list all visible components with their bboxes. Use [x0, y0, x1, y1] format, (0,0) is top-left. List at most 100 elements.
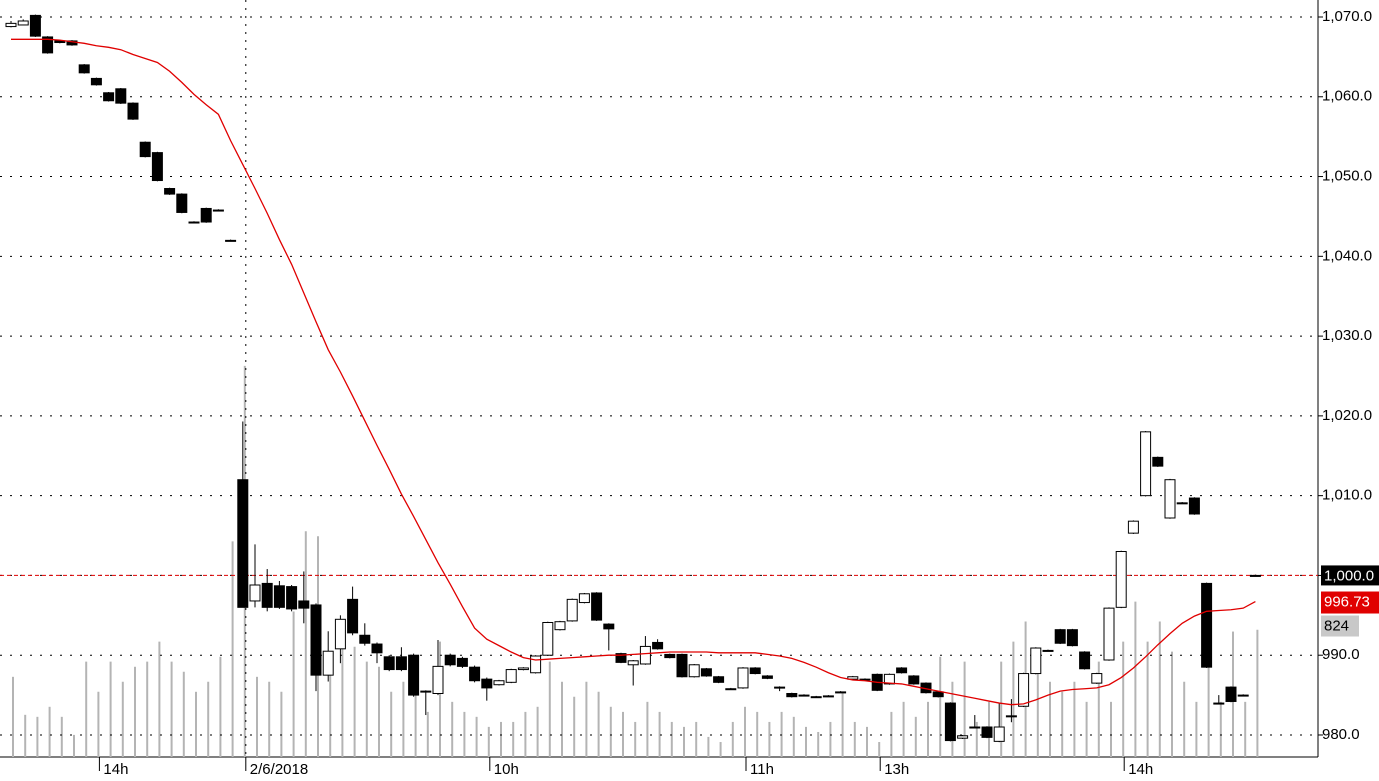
candle-body	[944, 702, 956, 742]
y-tick-label: 1,010.0	[1322, 487, 1372, 504]
candle-body	[993, 726, 1005, 742]
candle-body	[798, 694, 810, 697]
candle-body	[603, 623, 615, 630]
candle-body	[432, 665, 444, 694]
candle-body	[469, 666, 481, 682]
candle-body	[1054, 629, 1066, 644]
candle-body	[896, 667, 908, 674]
last-price-label: 1,000.0	[1324, 567, 1374, 584]
candle-body	[1164, 479, 1176, 519]
ma-value-box	[1321, 591, 1379, 614]
candle-body	[1140, 431, 1152, 497]
candle-body	[969, 726, 981, 729]
candle-body	[1066, 629, 1078, 647]
candle-body	[542, 621, 554, 656]
candle-body	[212, 209, 224, 212]
candle-body	[615, 653, 627, 663]
candle-body	[530, 655, 542, 674]
last-price-box	[1321, 565, 1379, 586]
candle-body	[127, 102, 139, 120]
candle-body	[725, 688, 737, 691]
candle-body	[456, 657, 468, 667]
candle-body	[78, 64, 90, 74]
candle-body	[517, 667, 529, 671]
candle-body	[225, 239, 237, 242]
candle-body	[1152, 456, 1164, 467]
candle-body	[408, 654, 420, 696]
candle-body	[420, 690, 432, 693]
candle-body	[54, 40, 66, 44]
y-tick-label: 1,020.0	[1322, 407, 1372, 424]
ma-value-label: 996.73	[1324, 593, 1370, 610]
candle-body	[164, 188, 176, 195]
candle-body	[383, 656, 395, 671]
candle-body	[847, 676, 859, 680]
candle-body	[810, 696, 822, 699]
candle-body	[249, 584, 261, 602]
candle-body	[957, 735, 969, 739]
candle-body	[139, 141, 151, 158]
candle-body	[554, 621, 566, 631]
x-tick-label: 14h	[103, 761, 128, 778]
candle-body	[90, 77, 102, 86]
candle-body	[883, 673, 895, 685]
candle-body	[115, 88, 127, 104]
candle-body	[42, 36, 54, 54]
candle-body	[371, 643, 383, 654]
moving-average-line	[11, 38, 1256, 706]
y-tick-label: 990.0	[1322, 646, 1360, 663]
candle-body	[627, 660, 639, 666]
candle-body	[1103, 607, 1115, 661]
candle-body	[359, 634, 371, 644]
candle-body	[1127, 520, 1139, 534]
candle-body	[676, 653, 688, 678]
candle-body	[1115, 550, 1127, 608]
y-tick-label: 1,060.0	[1322, 88, 1372, 105]
candle-body	[749, 667, 761, 675]
candle-body	[1188, 497, 1200, 515]
candle-body	[908, 675, 920, 685]
candle-body	[1079, 651, 1091, 670]
x-tick-label: 2/6/2018	[250, 761, 308, 778]
candle-body	[298, 600, 310, 609]
candle-body	[395, 656, 407, 671]
candle-body	[700, 668, 712, 677]
candle-body	[176, 193, 188, 213]
candle-body	[639, 645, 651, 665]
candle-body	[334, 618, 346, 650]
candle-body	[1005, 715, 1017, 718]
candle-body	[1018, 673, 1030, 707]
y-tick-label: 1,070.0	[1322, 8, 1372, 25]
candle-body	[444, 654, 456, 666]
candle-body	[151, 152, 163, 182]
volume-value-box	[1321, 615, 1359, 637]
y-tick-label: 1,030.0	[1322, 327, 1372, 344]
candle-body	[5, 22, 17, 28]
candle-body	[310, 604, 322, 676]
candle-body	[1237, 694, 1249, 697]
candle-body	[1091, 673, 1103, 684]
candle-body	[1249, 574, 1261, 577]
candle-body	[1042, 649, 1054, 652]
candle-body	[505, 669, 517, 683]
candle-body	[591, 592, 603, 621]
candle-body	[1213, 702, 1225, 705]
candle-body	[688, 664, 700, 678]
candle-body	[237, 479, 249, 608]
candle-body	[981, 726, 993, 738]
candle-body	[188, 221, 200, 224]
candle-body	[1225, 686, 1237, 702]
candle-body	[322, 650, 334, 676]
candle-body	[286, 586, 298, 610]
candle-body	[1201, 582, 1213, 668]
candle-body	[273, 585, 285, 608]
candle-body	[493, 680, 505, 686]
candle-body	[664, 653, 676, 659]
x-tick-label: 14h	[1128, 761, 1153, 778]
candle-body	[29, 14, 41, 37]
candle-body	[566, 598, 578, 622]
x-tick-label: 13h	[884, 761, 909, 778]
y-tick-label: 1,050.0	[1322, 168, 1372, 185]
x-tick-label: 11h	[750, 761, 774, 778]
